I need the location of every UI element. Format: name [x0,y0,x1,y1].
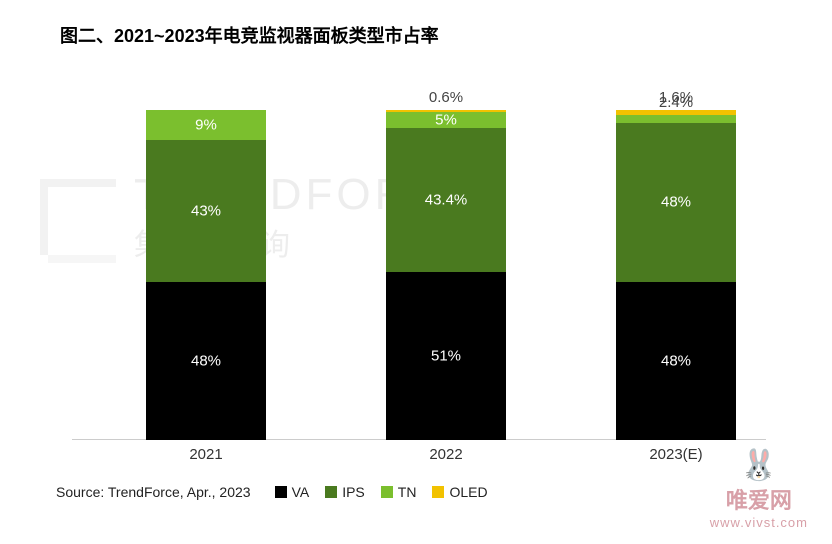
seg-OLED: 1.6% [616,110,736,115]
seg-label: 1.6% [659,89,693,106]
seg-label: 9% [195,116,217,133]
seg-OLED: 0.6% [386,110,506,112]
seg-label: 48% [661,352,691,369]
legend-label: VA [292,484,310,500]
seg-label: 48% [661,194,691,211]
seg-IPS: 48% [616,123,736,281]
legend-item-IPS: IPS [325,484,365,500]
swatch-icon [275,486,287,498]
seg-IPS: 43.4% [386,128,506,271]
chart-footer: Source: TrendForce, Apr., 2023 VA IPS TN OL… [56,484,488,500]
seg-label: 43% [191,202,221,219]
legend: VA IPS TN OLED [275,484,488,500]
legend-label: OLED [449,484,487,500]
legend-item-TN: TN [381,484,417,500]
seg-VA: 48% [146,282,266,440]
seg-label: 43.4% [425,192,468,209]
seg-VA: 51% [386,272,506,440]
bar-2021: 48% 43% 9% [146,110,266,440]
seg-label: 48% [191,352,221,369]
swatch-icon [325,486,337,498]
seg-IPS: 43% [146,140,266,282]
bunny-icon: 🐰 [710,448,808,483]
x-label: 2022 [429,446,462,463]
legend-item-VA: VA [275,484,310,500]
legend-label: IPS [342,484,365,500]
seg-label: 0.6% [429,89,463,106]
seg-TN: 9% [146,110,266,140]
seg-label: 5% [435,112,457,129]
legend-label: TN [398,484,417,500]
seg-label: 51% [431,347,461,364]
legend-item-OLED: OLED [432,484,487,500]
seg-VA: 48% [616,282,736,440]
seg-TN: 5% [386,112,506,129]
bar-2023(E): 48% 48% 2.4%1.6% [616,110,736,440]
chart-title: 图二、2021~2023年电竞监视器面板类型市占率 [60,22,439,48]
site-name: 唯爱网 [710,483,808,515]
source-text: Source: TrendForce, Apr., 2023 [56,484,251,500]
site-url: www.vivst.com [710,515,808,530]
x-label: 2021 [189,446,222,463]
bar-2022: 51% 43.4% 5%0.6% [386,110,506,440]
swatch-icon [381,486,393,498]
chart-plot: 48% 43% 9% 51% 43.4% 5%0.6% 48% 48% 2.4%1.6% [76,110,736,440]
swatch-icon [432,486,444,498]
seg-TN: 2.4% [616,115,736,123]
site-watermark: 🐰 唯爱网 www.vivst.com [710,448,808,530]
x-label: 2023(E) [649,446,702,463]
x-axis-labels: 2021 2022 2023(E) [76,446,736,468]
